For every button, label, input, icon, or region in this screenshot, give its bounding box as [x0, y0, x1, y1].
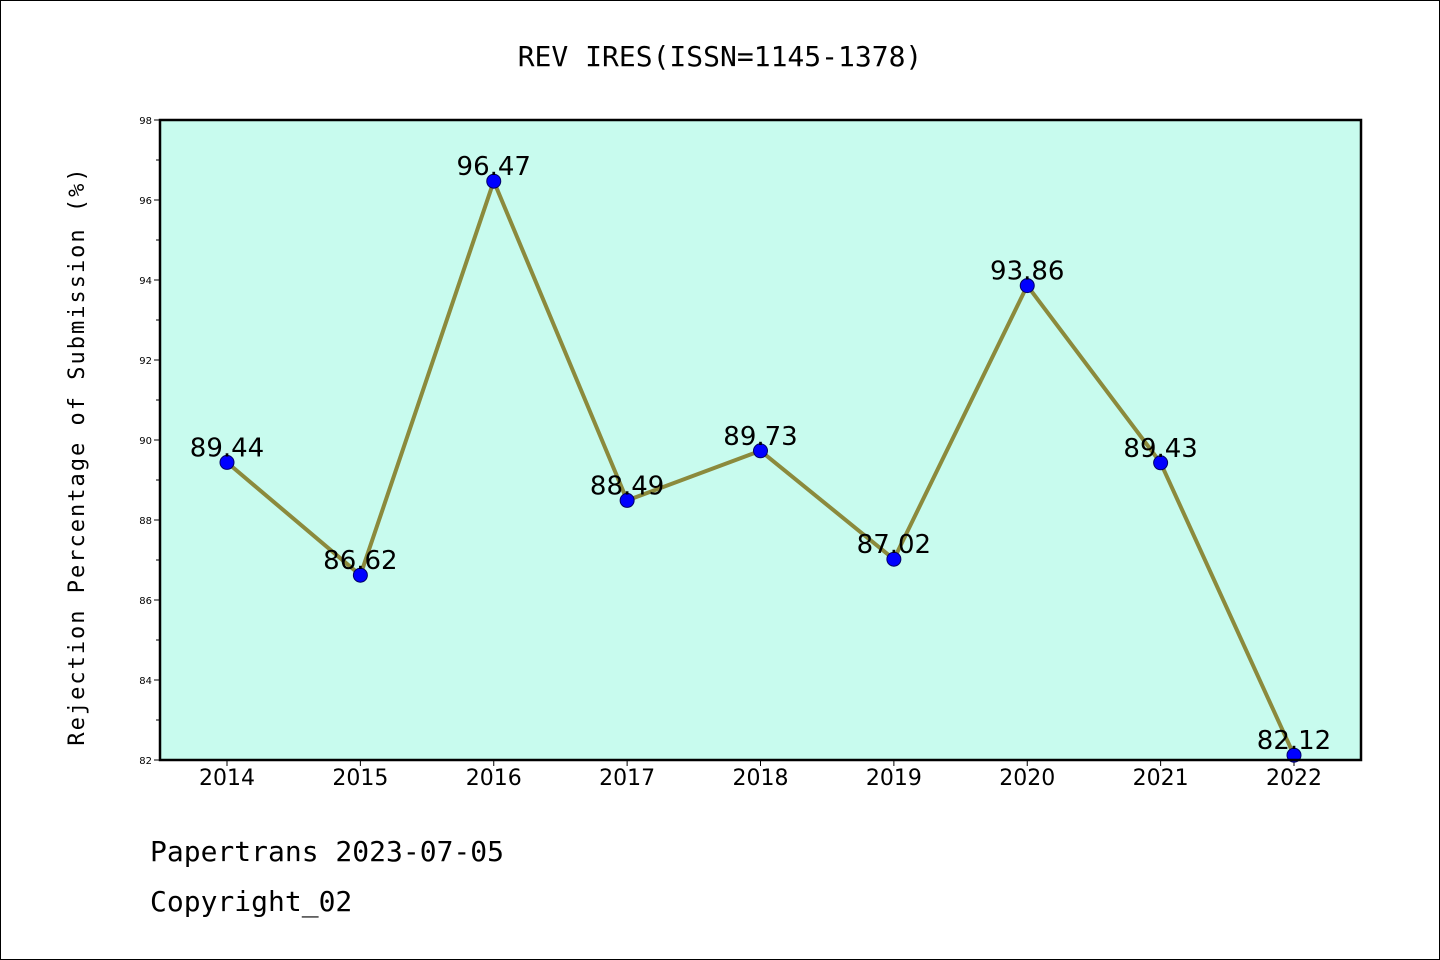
y-tick-label: 82: [139, 756, 152, 767]
x-tick-label: 2020: [999, 766, 1055, 791]
footer-date: Papertrans 2023-07-05: [150, 835, 505, 868]
data-label: 88.49: [590, 471, 664, 501]
y-axis-ticks: 82 84 86 88 90 92 94 96 98: [139, 116, 160, 767]
data-label: 93.86: [990, 257, 1064, 287]
y-tick-label: 86: [139, 596, 152, 607]
y-tick-label: 96: [139, 196, 152, 207]
data-point: [486, 173, 502, 189]
data-point: [619, 492, 635, 508]
data-point: [1019, 278, 1035, 294]
y-tick-label: 92: [139, 356, 152, 367]
x-axis-ticks: 2014 2015 2016 2017 2018 2019 2020 2021 2022: [199, 760, 1322, 791]
footer-copyright: Copyright_02: [150, 885, 353, 918]
data-label: 96.47: [457, 152, 531, 182]
data-label: 87.02: [857, 530, 931, 560]
y-tick-label: 90: [139, 436, 152, 447]
x-tick-label: 2014: [199, 766, 255, 791]
x-tick-label: 2018: [733, 766, 789, 791]
data-label: 89.73: [723, 422, 797, 452]
plot-border: [158, 118, 1363, 762]
x-tick-label: 2022: [1266, 766, 1322, 791]
data-point: [352, 567, 368, 583]
data-point: [886, 551, 902, 567]
y-axis-label: Rejection Percentage of Submission (%): [65, 166, 90, 745]
x-tick-label: 2021: [1133, 766, 1189, 791]
data-point: [753, 443, 768, 459]
data-point: [1153, 455, 1169, 471]
chart-title: REV IRES(ISSN=1145-1378): [518, 40, 923, 73]
data-point: [219, 454, 235, 470]
data-label: 89.43: [1123, 434, 1197, 464]
y-tick-label: 84: [139, 676, 152, 687]
data-point: [1286, 747, 1302, 763]
x-tick-label: 2015: [332, 766, 388, 791]
x-tick-label: 2019: [866, 766, 922, 791]
y-tick-label: 88: [139, 516, 152, 527]
plot-area: [160, 120, 1361, 760]
series-group: [219, 173, 1302, 763]
x-tick-label: 2017: [599, 766, 655, 791]
data-label: 86.62: [323, 546, 397, 576]
y-tick-label: 94: [139, 276, 152, 287]
data-label: 89.44: [190, 433, 264, 463]
x-tick-label: 2016: [466, 766, 522, 791]
data-labels: 89.44 86.62 96.47 88.49 89.73 87.02 93.86 89.43…: [190, 152, 1331, 756]
y-tick-label: 98: [139, 116, 152, 127]
data-label: 82.12: [1257, 726, 1331, 756]
